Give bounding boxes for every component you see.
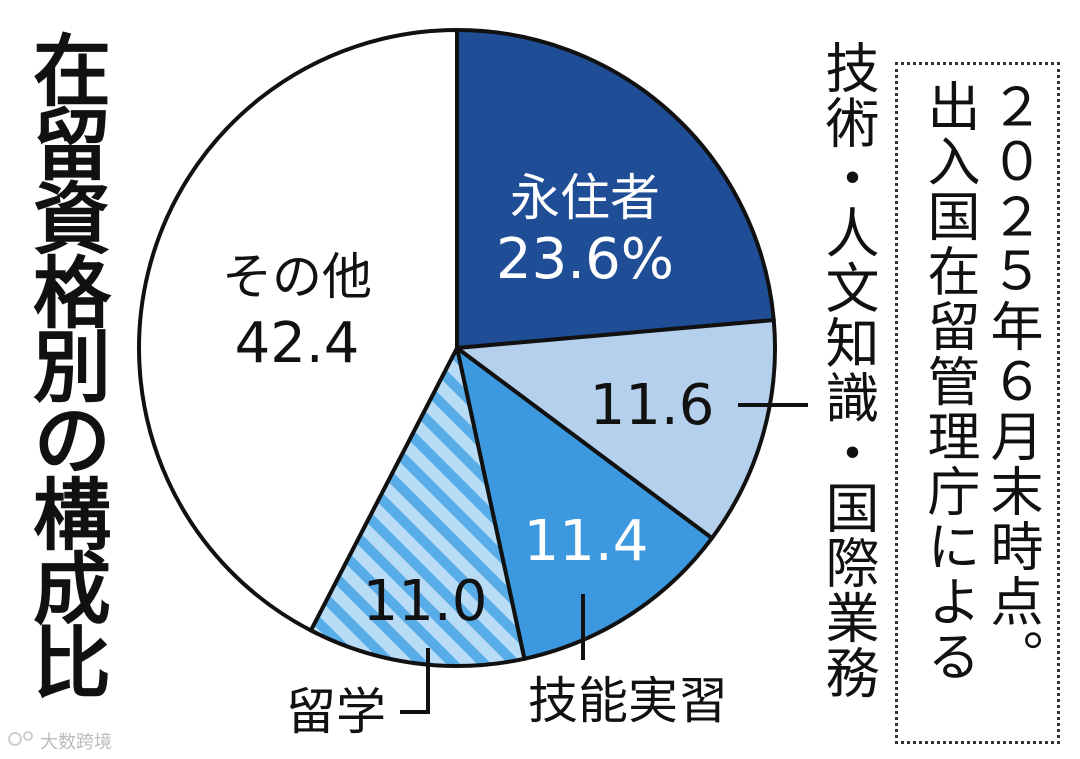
- slice-label-3-name: 留学: [286, 683, 386, 741]
- source-note-box: ２０２５年６月末時点。出入国在留管理庁による: [895, 62, 1060, 744]
- pie-slice-1: [455, 318, 777, 541]
- slice-label-3-value: 11.0: [363, 569, 488, 634]
- slice-label-0-name: 永住者: [510, 169, 660, 227]
- slice-label-4-name: その他: [222, 248, 372, 306]
- chart-title: 在留資格別の構成比: [20, 30, 110, 696]
- pie-slice-0: [455, 28, 776, 350]
- pie-slice-3: [308, 346, 527, 668]
- leader-line-3: [400, 648, 430, 714]
- label-gijutsu-name: 技術・人文知識・国際業務: [816, 40, 879, 700]
- slice-label-2-value: 11.4: [524, 509, 649, 574]
- slice-label-1-value: 11.6: [590, 373, 715, 438]
- watermark-logo-icon: [8, 731, 33, 746]
- slice-label-2-name: 技能実習: [528, 672, 728, 730]
- slice-label-4-value: 42.4: [235, 311, 360, 376]
- source-note: ２０２５年６月末時点。出入国在留管理庁による: [919, 79, 1043, 684]
- pie-slice-2: [455, 346, 714, 661]
- watermark-text: 大数跨境: [40, 732, 112, 753]
- pie-slice-4: [137, 28, 459, 633]
- slice-label-0-value: 23.6%: [496, 227, 674, 292]
